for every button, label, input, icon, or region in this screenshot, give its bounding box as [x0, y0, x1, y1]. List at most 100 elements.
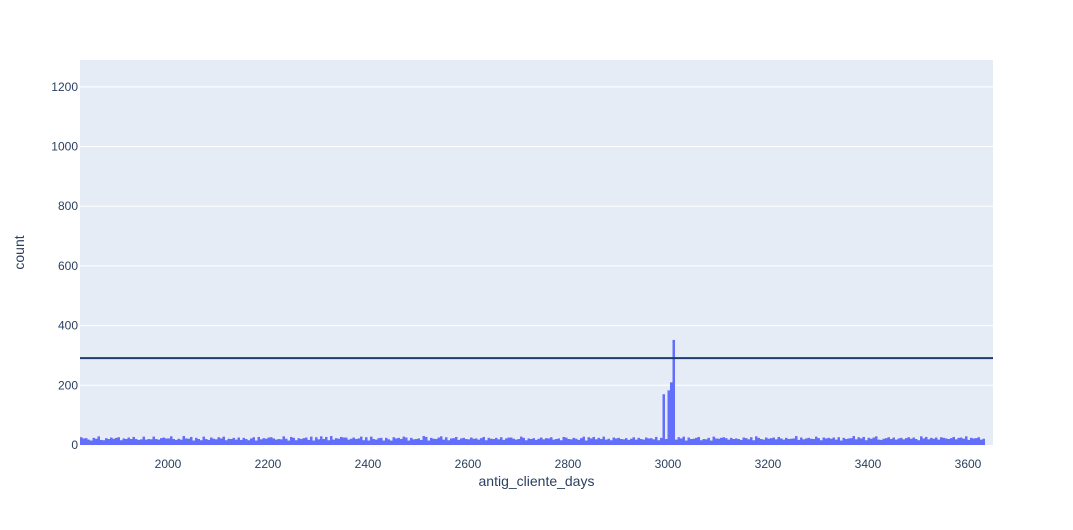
histogram-bar[interactable] [600, 439, 603, 445]
histogram-bar[interactable] [567, 439, 571, 445]
histogram-bar[interactable] [927, 439, 931, 445]
histogram-bar[interactable] [640, 439, 643, 445]
histogram-bar[interactable] [400, 439, 403, 445]
histogram-bar[interactable] [325, 436, 328, 445]
histogram-bar[interactable] [382, 440, 386, 445]
histogram-bar[interactable] [345, 437, 348, 445]
histogram-bar[interactable] [440, 436, 443, 445]
histogram-bar[interactable] [262, 438, 266, 445]
histogram-bar[interactable] [152, 436, 156, 445]
histogram-bar[interactable] [770, 438, 773, 445]
histogram-bar[interactable] [735, 438, 738, 445]
histogram-bar[interactable] [275, 439, 278, 445]
histogram-bar[interactable] [830, 438, 833, 445]
histogram-bar[interactable] [517, 439, 521, 445]
histogram-bar[interactable] [410, 437, 413, 445]
histogram-bar[interactable] [930, 437, 933, 445]
histogram-bar[interactable] [932, 438, 936, 445]
histogram-bar[interactable] [147, 439, 151, 445]
histogram-bar[interactable] [935, 437, 938, 445]
histogram-bar[interactable] [642, 439, 646, 445]
histogram-bar[interactable] [217, 437, 221, 445]
histogram-bar[interactable] [802, 439, 806, 445]
histogram-bar[interactable] [692, 438, 696, 445]
histogram-bar[interactable] [112, 438, 116, 445]
histogram-bar[interactable] [95, 438, 98, 445]
histogram-bar[interactable] [547, 438, 551, 445]
histogram-bar[interactable] [500, 437, 503, 445]
histogram-bar[interactable] [745, 438, 748, 445]
histogram-bar[interactable] [177, 438, 181, 445]
histogram-bar[interactable] [572, 437, 576, 445]
histogram-bar[interactable] [620, 439, 623, 445]
histogram-bar[interactable] [890, 439, 893, 445]
histogram-bar[interactable] [497, 439, 501, 445]
histogram-bar[interactable] [682, 436, 686, 445]
histogram-bar[interactable] [470, 437, 473, 445]
histogram-bar[interactable] [545, 438, 548, 445]
histogram-bar[interactable] [767, 438, 771, 445]
histogram-bar[interactable] [165, 438, 168, 445]
histogram-bar[interactable] [867, 437, 871, 445]
histogram-bar[interactable] [795, 436, 798, 445]
histogram-bar[interactable] [297, 438, 301, 445]
histogram-bar[interactable] [205, 439, 208, 445]
histogram-bar[interactable] [425, 436, 428, 445]
histogram-bar[interactable] [737, 439, 741, 445]
histogram-bar[interactable] [265, 438, 268, 445]
histogram-bar[interactable] [957, 437, 961, 445]
histogram-bar[interactable] [705, 439, 708, 445]
histogram-bar[interactable] [295, 440, 298, 445]
histogram-bar[interactable] [235, 439, 238, 445]
histogram-bar[interactable] [717, 438, 721, 445]
histogram-bar[interactable] [420, 439, 423, 445]
histogram-bar[interactable] [542, 439, 546, 445]
histogram-bar[interactable] [825, 438, 828, 445]
histogram-bar[interactable] [595, 439, 598, 445]
histogram-bar[interactable] [865, 440, 868, 445]
histogram-bar[interactable] [405, 437, 408, 445]
histogram-bar[interactable] [575, 438, 578, 445]
histogram-bar[interactable] [485, 440, 488, 445]
histogram-bar[interactable] [667, 390, 671, 445]
histogram-bar[interactable] [607, 438, 611, 445]
histogram-bar[interactable] [852, 436, 856, 445]
histogram-bar[interactable] [632, 437, 636, 445]
histogram-bar[interactable] [970, 437, 973, 445]
histogram-bar[interactable] [387, 439, 391, 445]
histogram-bar[interactable] [430, 437, 433, 445]
histogram-bar[interactable] [192, 440, 196, 445]
histogram-bar[interactable] [975, 438, 978, 445]
histogram-bar[interactable] [650, 438, 653, 445]
histogram-bar[interactable] [477, 439, 481, 445]
histogram-bar[interactable] [445, 437, 448, 445]
histogram-bar[interactable] [227, 438, 231, 445]
histogram-bar[interactable] [337, 438, 341, 445]
histogram-bar[interactable] [335, 438, 338, 445]
histogram-bar[interactable] [280, 439, 283, 445]
histogram-bar[interactable] [322, 439, 326, 445]
histogram-bar[interactable] [332, 439, 336, 445]
histogram-bar[interactable] [657, 440, 661, 445]
histogram-bar[interactable] [610, 440, 613, 445]
histogram-bar[interactable] [552, 439, 556, 445]
histogram-bar[interactable] [937, 439, 941, 445]
histogram-bar[interactable] [222, 436, 226, 445]
histogram-bar[interactable] [365, 437, 368, 445]
histogram-bar[interactable] [267, 437, 271, 445]
histogram-bar[interactable] [240, 439, 243, 445]
histogram-bar[interactable] [807, 437, 811, 445]
histogram-bar[interactable] [495, 437, 498, 445]
histogram-bar[interactable] [442, 439, 446, 445]
histogram-bar[interactable] [230, 439, 233, 445]
histogram-bar[interactable] [677, 437, 681, 445]
histogram-bar[interactable] [962, 438, 966, 445]
histogram-bar[interactable] [175, 439, 178, 445]
histogram-bar[interactable] [417, 438, 421, 445]
histogram-bar[interactable] [150, 439, 153, 445]
histogram-bar[interactable] [362, 440, 366, 445]
histogram-bar[interactable] [300, 439, 303, 445]
histogram-bar[interactable] [800, 437, 803, 445]
histogram-bar[interactable] [597, 437, 601, 445]
histogram-bar[interactable] [432, 438, 436, 445]
